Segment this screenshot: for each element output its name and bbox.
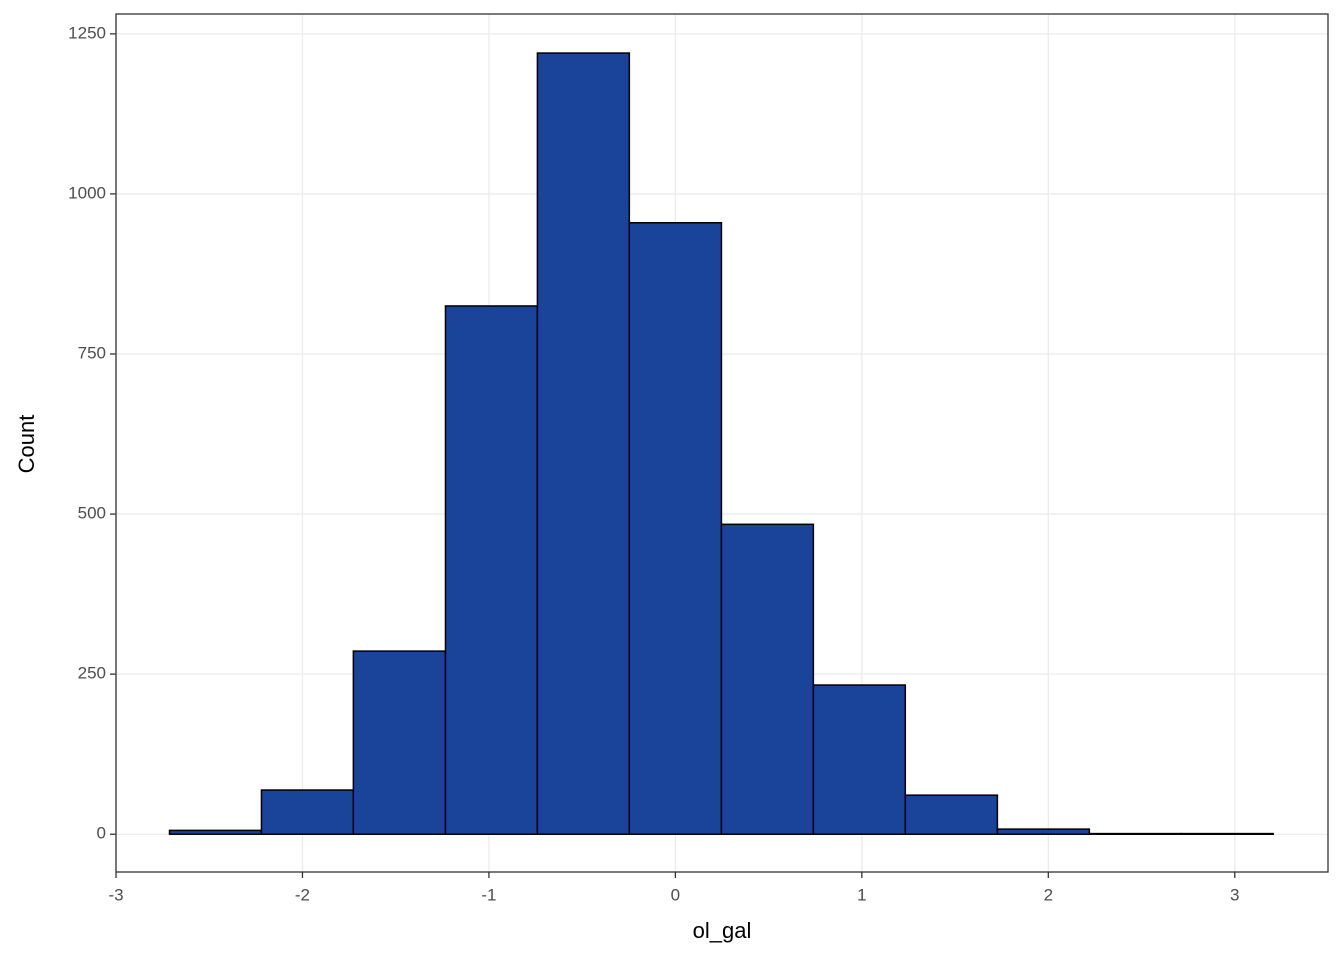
bar [720, 523, 815, 835]
y-tick-label: 1250 [68, 23, 106, 42]
bar [628, 221, 723, 835]
bar [812, 684, 907, 835]
x-tick-label: -3 [108, 885, 123, 904]
x-tick-label: 3 [1230, 885, 1239, 904]
bar [260, 789, 355, 835]
bar [1180, 832, 1274, 835]
x-axis-title: ol_gal [693, 918, 752, 943]
bar [904, 794, 999, 835]
x-tick-label: -2 [295, 885, 310, 904]
bar [1088, 832, 1183, 835]
y-tick-label: 500 [78, 504, 106, 523]
y-tick-label: 0 [97, 824, 106, 843]
plot-border [115, 13, 1329, 873]
x-tick-label: -1 [481, 885, 496, 904]
bar [996, 828, 1091, 835]
bar [444, 305, 539, 835]
y-axis-title: Count [14, 415, 39, 474]
y-tick-label: 250 [78, 664, 106, 683]
x-tick-label: 2 [1044, 885, 1053, 904]
y-tick-label: 750 [78, 343, 106, 362]
bar [352, 650, 447, 835]
x-tick-label: 1 [857, 885, 866, 904]
bar [536, 52, 631, 835]
bar [168, 829, 263, 835]
x-tick-label: 0 [671, 885, 680, 904]
y-tick-label: 1000 [68, 183, 106, 202]
